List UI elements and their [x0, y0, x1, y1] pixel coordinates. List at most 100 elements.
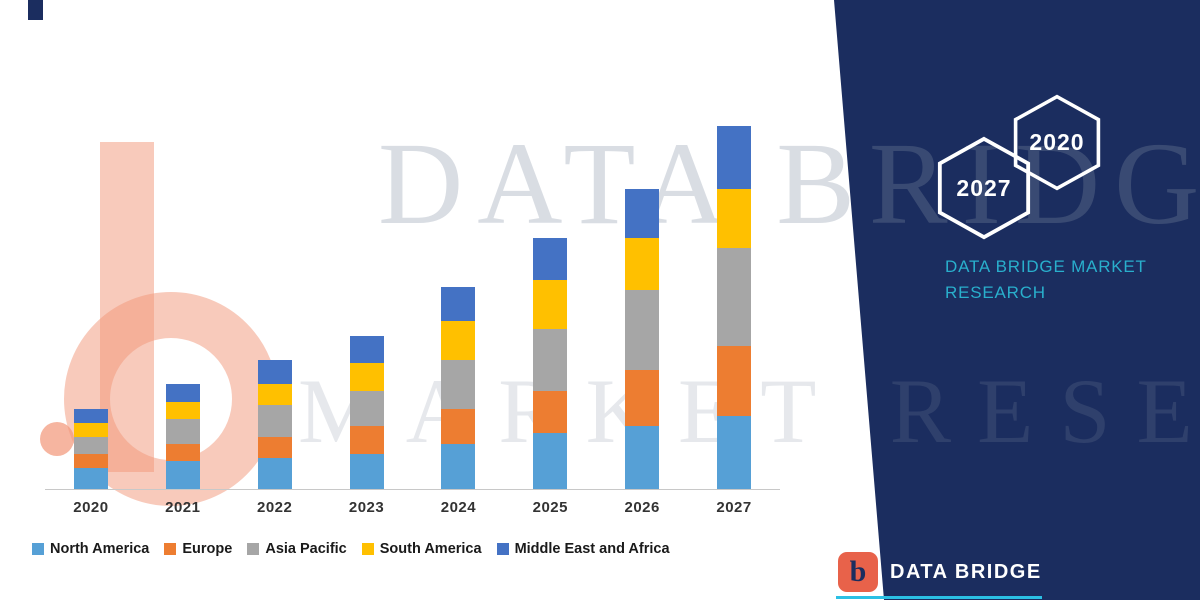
- brand-panel-title-line2: RESEARCH: [945, 283, 1046, 303]
- stacked-bar-2022: [257, 360, 292, 489]
- legend-label: Europe: [182, 541, 233, 557]
- legend-label: Middle East and Africa: [514, 541, 670, 557]
- segment-south-america: [165, 401, 200, 420]
- segment-south-america: [533, 279, 568, 329]
- data-bridge-logo-icon: b: [838, 552, 878, 592]
- bar-column-2026: [596, 120, 688, 489]
- legend-item-south-america: South America: [361, 541, 482, 557]
- stacked-bar-chart: 2020 2021 2022 2023 2024 2025 2026 2027: [45, 120, 780, 516]
- segment-middle-east-and-africa: [349, 335, 384, 364]
- legend-swatch-icon: [32, 543, 44, 555]
- segment-asia-pacific: [257, 405, 292, 437]
- brand-panel-title: DATA BRIDGE MARKET RESEARCH: [945, 254, 1147, 307]
- segment-europe: [349, 426, 384, 455]
- segment-europe: [73, 454, 108, 469]
- stacked-bar-2023: [349, 335, 384, 489]
- chart-legend: North America Europe Asia Pacific South Ame…: [32, 541, 802, 557]
- x-axis-label-2027: 2027: [716, 499, 752, 516]
- x-axis-label-2021: 2021: [165, 499, 201, 516]
- segment-south-america: [349, 363, 384, 392]
- legend-label: South America: [379, 541, 482, 557]
- segment-north-america: [165, 461, 200, 489]
- segment-europe: [625, 370, 660, 427]
- brand-panel-title-line1: DATA BRIDGE MARKET: [945, 257, 1147, 276]
- segment-asia-pacific: [165, 419, 200, 444]
- logo-letter: b: [849, 555, 867, 588]
- segment-middle-east-and-africa: [73, 408, 108, 423]
- segment-asia-pacific: [441, 359, 476, 409]
- footer-brand-name: DATA BRIDGE: [890, 560, 1042, 583]
- segment-middle-east-and-africa: [165, 384, 200, 402]
- bar-column-2024: [413, 120, 505, 489]
- x-axis-label-2023: 2023: [348, 499, 385, 516]
- legend-swatch-icon: [164, 543, 177, 555]
- segment-north-america: [441, 443, 476, 489]
- legend-item-middle-east-and-africa: Middle East and Africa: [496, 541, 670, 557]
- x-axis-label-2022: 2022: [257, 499, 293, 516]
- stacked-bar-2027: [717, 126, 752, 489]
- segment-europe: [441, 408, 476, 444]
- segment-asia-pacific: [717, 248, 752, 346]
- segment-europe: [165, 443, 200, 462]
- segment-europe: [533, 391, 568, 434]
- legend-swatch-icon: [496, 543, 509, 555]
- hexagon-outline-icon: [1013, 94, 1101, 191]
- bar-column-2020: [45, 120, 137, 489]
- bar-column-2021: [137, 120, 229, 489]
- segment-middle-east-and-africa: [717, 126, 752, 189]
- segment-middle-east-and-africa: [533, 237, 568, 280]
- watermark-logo-dot: [40, 422, 74, 456]
- x-axis: 2020 2021 2022 2023 2024 2025 2026 2027: [45, 499, 780, 516]
- x-axis-label-2026: 2026: [624, 499, 660, 516]
- corner-accent: [28, 0, 43, 20]
- legend-swatch-icon: [361, 543, 374, 555]
- hexagon-2020: 2020: [1012, 94, 1102, 191]
- stacked-bar-2021: [165, 384, 200, 489]
- segment-middle-east-and-africa: [441, 286, 476, 322]
- x-axis-label-2020: 2020: [73, 499, 109, 516]
- stacked-bar-2026: [625, 188, 660, 489]
- segment-europe: [257, 436, 292, 458]
- bar-column-2022: [229, 120, 321, 489]
- hexagon-outline-icon: [937, 136, 1031, 240]
- bar-column-2025: [504, 120, 596, 489]
- legend-item-north-america: North America: [32, 541, 149, 557]
- stacked-bar-2024: [441, 286, 476, 489]
- segment-north-america: [717, 415, 752, 489]
- segment-south-america: [441, 321, 476, 360]
- segment-south-america: [73, 422, 108, 437]
- bar-column-2023: [321, 120, 413, 489]
- segment-asia-pacific: [533, 328, 568, 392]
- segment-south-america: [717, 188, 752, 249]
- legend-label: Asia Pacific: [265, 541, 347, 557]
- segment-middle-east-and-africa: [257, 360, 292, 385]
- segment-asia-pacific: [625, 290, 660, 371]
- hexagon-year-label: 2020: [1029, 129, 1085, 155]
- footer-brand: b DATA BRIDGE: [838, 552, 1042, 592]
- segment-north-america: [533, 433, 568, 489]
- segment-south-america: [625, 237, 660, 291]
- stacked-bar-2020: [73, 408, 108, 489]
- bar-column-2027: [688, 120, 780, 489]
- segment-asia-pacific: [349, 391, 384, 427]
- stacked-bar-2025: [533, 237, 568, 489]
- x-axis-label-2024: 2024: [440, 499, 477, 516]
- segment-asia-pacific: [73, 436, 108, 455]
- segment-north-america: [349, 454, 384, 489]
- segment-north-america: [625, 426, 660, 489]
- legend-item-europe: Europe: [164, 541, 232, 557]
- hexagon-2027: 2027: [936, 136, 1032, 240]
- segment-south-america: [257, 384, 292, 406]
- legend-label: North America: [50, 541, 150, 557]
- legend-item-asia-pacific: Asia Pacific: [247, 541, 347, 557]
- footer-accent-line: [836, 596, 1042, 599]
- plot-area: [45, 120, 780, 490]
- segment-middle-east-and-africa: [625, 188, 660, 238]
- segment-north-america: [257, 457, 292, 489]
- x-axis-label-2025: 2025: [532, 499, 568, 516]
- segment-north-america: [73, 468, 108, 489]
- hexagon-year-label: 2027: [956, 174, 1012, 201]
- segment-europe: [717, 345, 752, 416]
- legend-swatch-icon: [247, 543, 260, 555]
